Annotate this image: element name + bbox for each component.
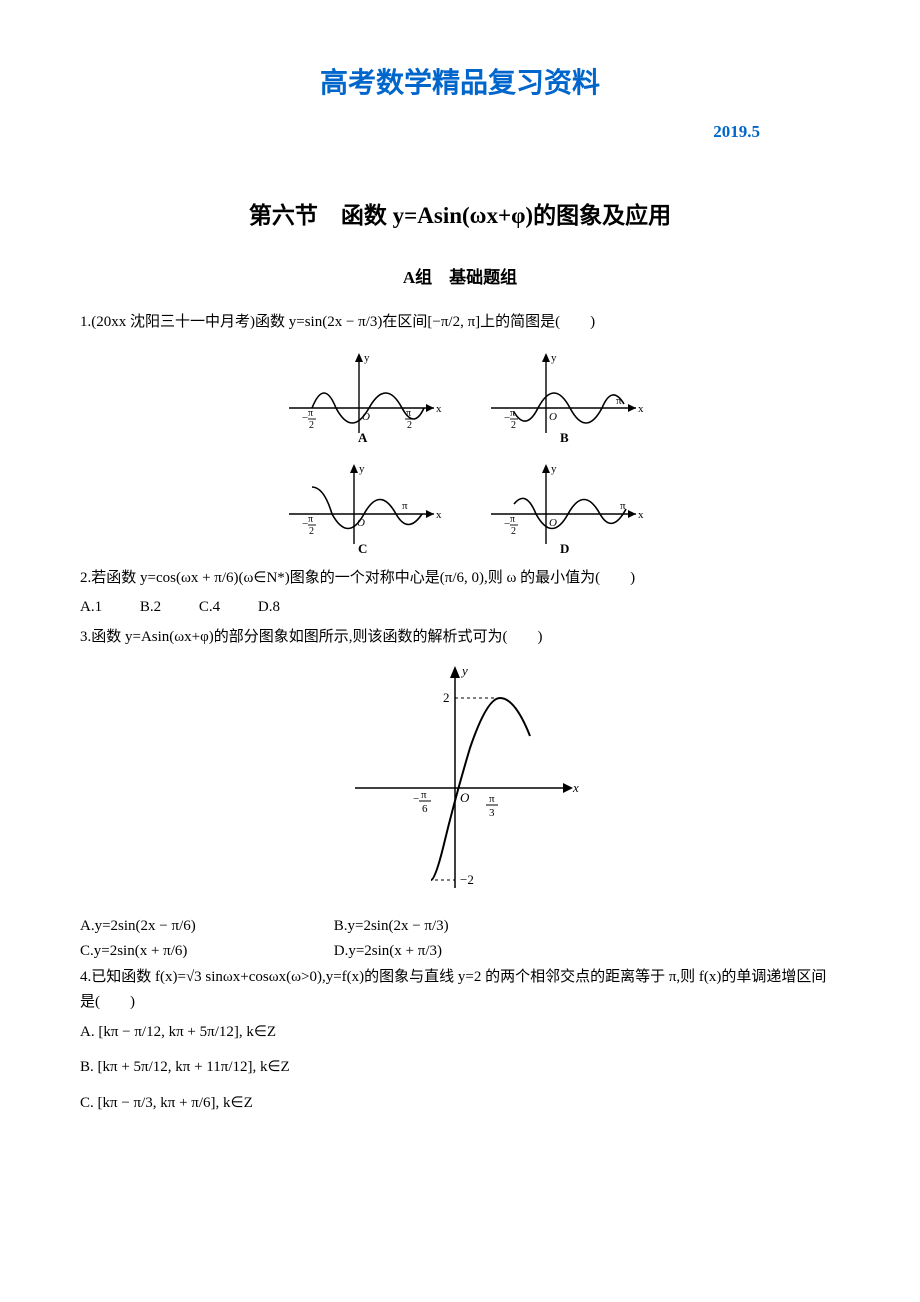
svg-text:π: π bbox=[489, 793, 495, 805]
q3-figure: x y O 2 −2 − π 6 π 3 bbox=[80, 658, 840, 907]
question-2: 2.若函数 y=cos(ωx + π/6)(ω∈N*)图象的一个对称中心是(π/… bbox=[80, 566, 840, 592]
q1-figure-row-2: x y O − π 2 π C x y O − π 2 π D bbox=[80, 455, 840, 558]
svg-text:π: π bbox=[308, 408, 313, 419]
svg-text:2: 2 bbox=[309, 526, 314, 537]
svg-text:2: 2 bbox=[511, 420, 516, 431]
q3-option-b: B.y=2sin(2x − π/3) bbox=[334, 914, 584, 940]
q4-option-a: A. [kπ − π/12, kπ + 5π/12], k∈Z bbox=[80, 1020, 840, 1046]
origin-label: O bbox=[549, 411, 557, 423]
q1-graph-d: x y O − π 2 π D bbox=[476, 459, 646, 554]
svg-text:−: − bbox=[413, 793, 419, 805]
q1-figure-row-1: x y O − π 2 π 2 A x y O − π 2 π B bbox=[80, 344, 840, 447]
q4-option-b: B. [kπ + 5π/12, kπ + 11π/12], k∈Z bbox=[80, 1055, 840, 1081]
origin-label: O bbox=[460, 790, 470, 805]
q1-label-d: D bbox=[560, 541, 569, 554]
svg-text:π: π bbox=[510, 514, 515, 525]
section-title: 第六节 函数 y=Asin(ωx+φ)的图象及应用 bbox=[80, 196, 840, 235]
q2-option-c: C.4 bbox=[199, 599, 220, 615]
y-axis-label: y bbox=[460, 663, 468, 678]
x-axis-label: x bbox=[638, 403, 644, 415]
y-axis-label: y bbox=[364, 352, 370, 364]
q1-label-b: B bbox=[560, 430, 569, 443]
svg-text:π: π bbox=[402, 500, 408, 512]
y-axis-label: y bbox=[359, 463, 365, 475]
q3-options-row-1: A.y=2sin(2x − π/6) B.y=2sin(2x − π/3) bbox=[80, 914, 840, 940]
group-title: A组 基础题组 bbox=[80, 264, 840, 293]
svg-text:3: 3 bbox=[489, 807, 495, 819]
y-max-label: 2 bbox=[443, 690, 450, 705]
q2-options: A.1 B.2 C.4 D.8 bbox=[80, 595, 840, 621]
y-axis-label: y bbox=[551, 463, 557, 475]
svg-text:π: π bbox=[308, 514, 313, 525]
y-min-label: −2 bbox=[460, 872, 474, 887]
y-axis-label: y bbox=[551, 352, 557, 364]
svg-text:6: 6 bbox=[422, 803, 428, 815]
q2-option-d: D.8 bbox=[258, 599, 280, 615]
q1-label-c: C bbox=[358, 541, 367, 554]
question-3: 3.函数 y=Asin(ωx+φ)的部分图象如图所示,则该函数的解析式可为( ) bbox=[80, 625, 840, 651]
page-date: 2019.5 bbox=[80, 118, 840, 147]
q2-option-a: A.1 bbox=[80, 599, 102, 615]
x-axis-label: x bbox=[436, 509, 442, 521]
q4-option-c: C. [kπ − π/3, kπ + π/6], k∈Z bbox=[80, 1091, 840, 1117]
svg-text:2: 2 bbox=[309, 420, 314, 431]
q1-graph-b: x y O − π 2 π B bbox=[476, 348, 646, 443]
x-axis-label: x bbox=[436, 403, 442, 415]
q3-option-c: C.y=2sin(x + π/6) bbox=[80, 939, 330, 965]
question-1: 1.(20xx 沈阳三十一中月考)函数 y=sin(2x − π/3)在区间[−… bbox=[80, 310, 840, 336]
svg-text:2: 2 bbox=[511, 526, 516, 537]
q3-graph: x y O 2 −2 − π 6 π 3 bbox=[335, 658, 585, 898]
q3-option-a: A.y=2sin(2x − π/6) bbox=[80, 914, 330, 940]
x-axis-label: x bbox=[638, 509, 644, 521]
page-title: 高考数学精品复习资料 bbox=[80, 60, 840, 108]
x-axis-label: x bbox=[572, 780, 579, 795]
q3-options-row-2: C.y=2sin(x + π/6) D.y=2sin(x + π/3) bbox=[80, 939, 840, 965]
q3-option-d: D.y=2sin(x + π/3) bbox=[334, 939, 584, 965]
svg-text:2: 2 bbox=[407, 420, 412, 431]
q1-graph-c: x y O − π 2 π C bbox=[274, 459, 444, 554]
q1-graph-a: x y O − π 2 π 2 A bbox=[274, 348, 444, 443]
svg-text:π: π bbox=[421, 789, 427, 801]
question-4: 4.已知函数 f(x)=√3 sinωx+cosωx(ω>0),y=f(x)的图… bbox=[80, 965, 840, 1016]
q1-label-a: A bbox=[358, 430, 368, 443]
q2-option-b: B.2 bbox=[140, 599, 161, 615]
